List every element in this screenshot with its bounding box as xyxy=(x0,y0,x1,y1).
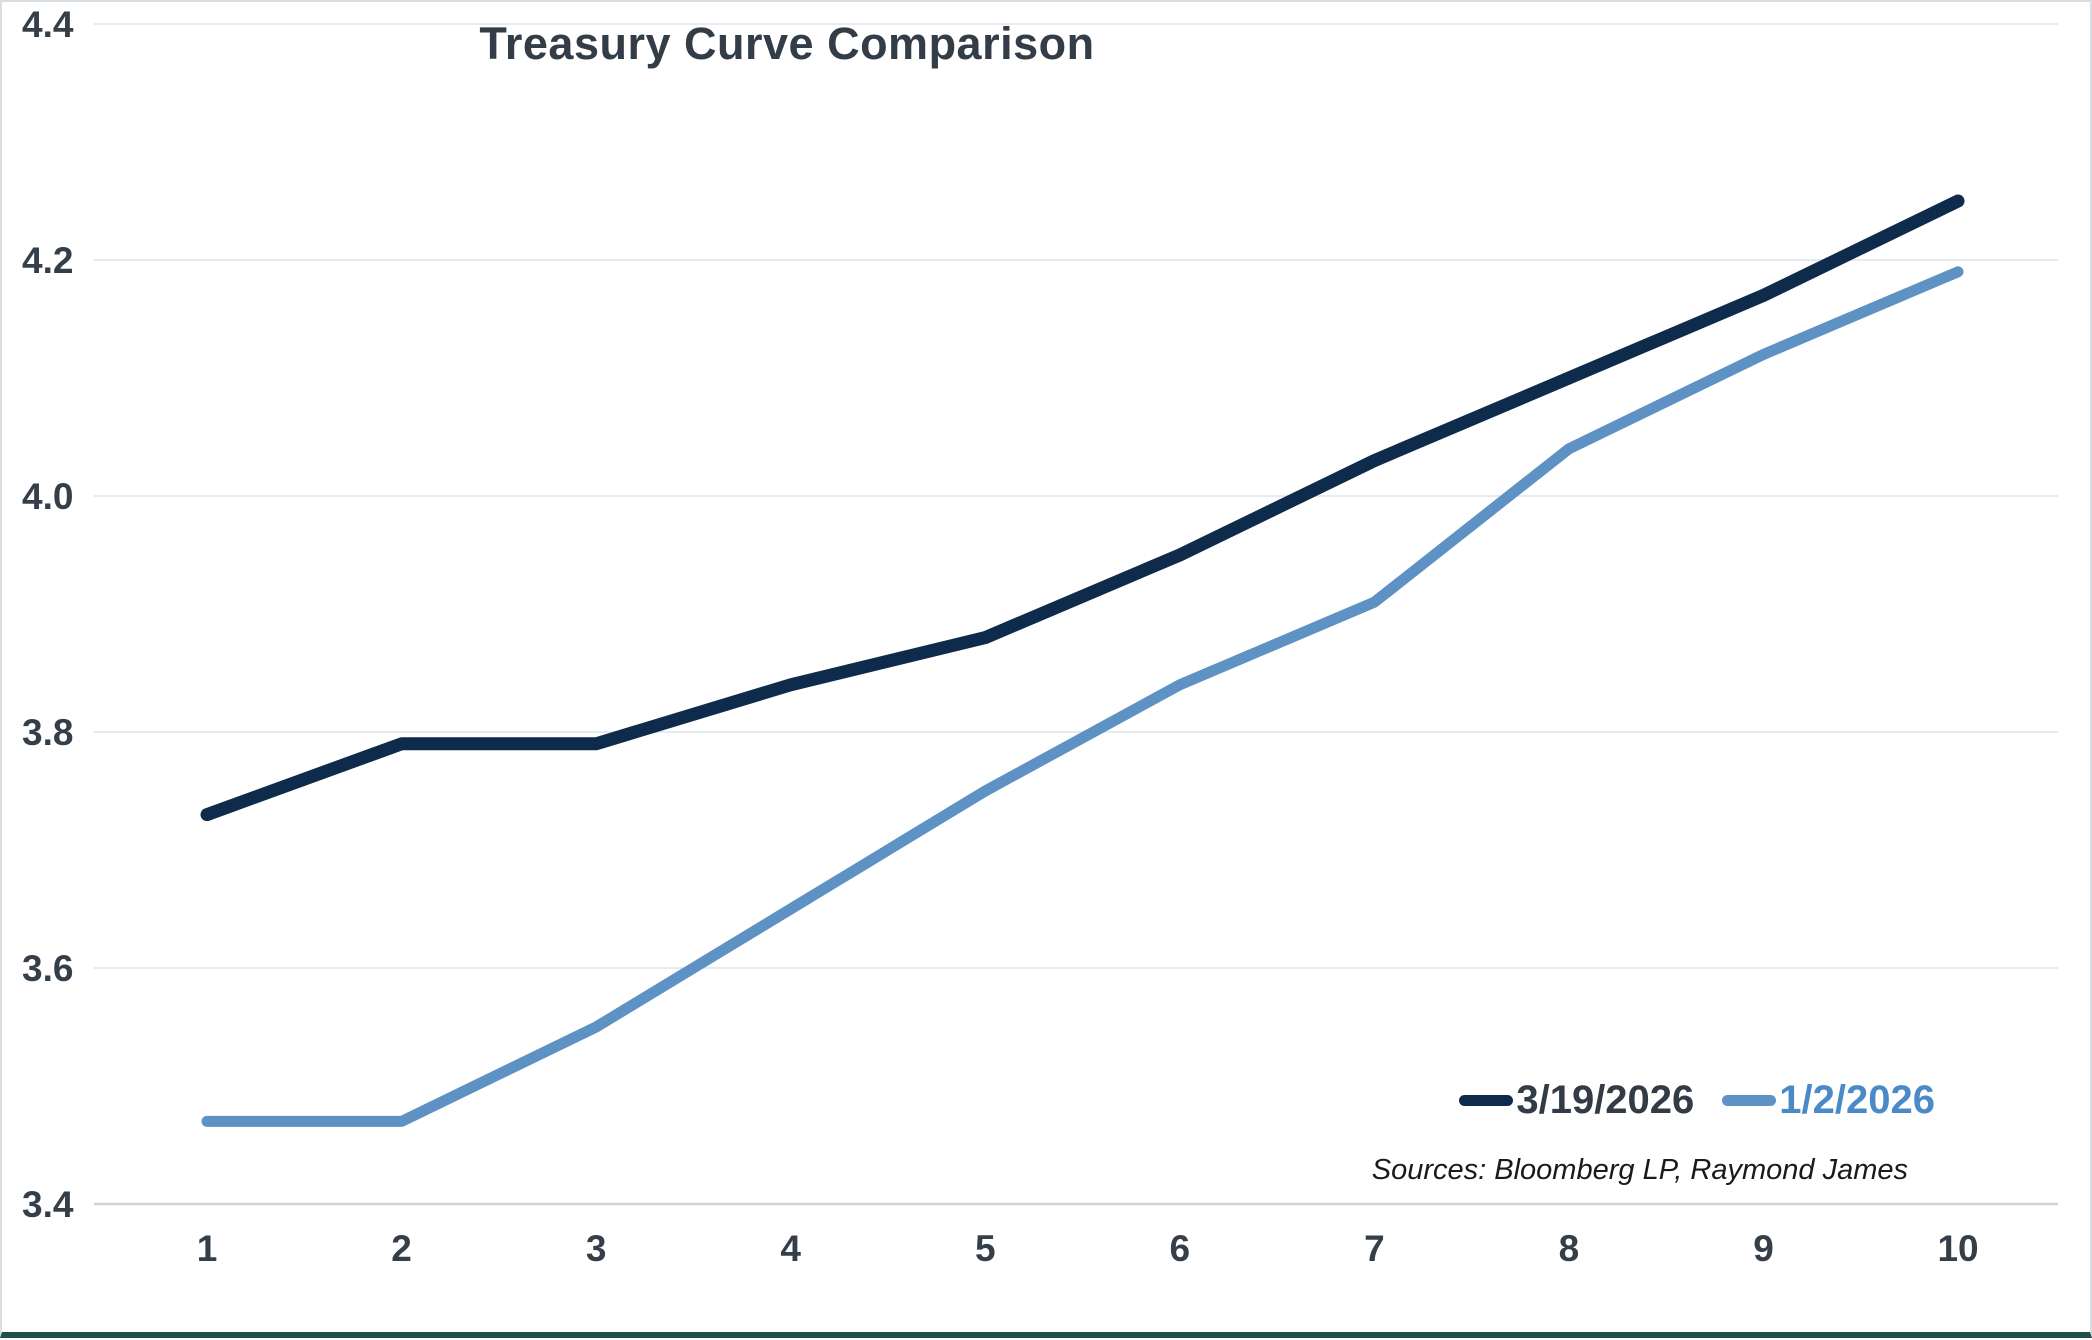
series-1-label: 3/19/2026 xyxy=(1516,1078,1695,1122)
x-tick-label: 1 xyxy=(197,1228,218,1269)
y-tick-label: 4.2 xyxy=(22,240,73,281)
x-tick-label: 2 xyxy=(391,1228,412,1269)
chart-title: Treasury Curve Comparison xyxy=(479,18,1095,69)
legend: 3/19/2026 1/2/2026 xyxy=(1459,1078,1935,1123)
series-line-2 xyxy=(201,266,1964,1127)
x-tick-label: 5 xyxy=(975,1228,996,1269)
y-tick-label: 3.6 xyxy=(22,948,73,989)
x-tick-label: 7 xyxy=(1364,1228,1385,1269)
series-line-1 xyxy=(200,194,1965,822)
legend-item-series-2: 1/2/2026 xyxy=(1722,1078,1935,1123)
sources-note: Sources: Bloomberg LP, Raymond James xyxy=(1371,1154,1908,1186)
series-2-line-swatch xyxy=(1722,1095,1777,1106)
legend-item-series-1: 3/19/2026 xyxy=(1459,1078,1694,1123)
x-tick-label: 9 xyxy=(1753,1228,1774,1269)
y-tick-label: 4.0 xyxy=(22,476,73,517)
series-1-line-swatch xyxy=(1459,1095,1514,1106)
y-tick-label: 3.4 xyxy=(22,1184,74,1225)
series-2-label: 1/2/2026 xyxy=(1779,1078,1935,1122)
y-tick-label: 3.8 xyxy=(22,712,73,753)
y-tick-label: 4.4 xyxy=(22,4,74,45)
x-tick-label: 10 xyxy=(1937,1228,1978,1269)
x-tick-label: 8 xyxy=(1559,1228,1580,1269)
x-tick-label: 6 xyxy=(1170,1228,1191,1269)
x-tick-label: 3 xyxy=(586,1228,607,1269)
x-tick-label: 4 xyxy=(780,1228,801,1269)
